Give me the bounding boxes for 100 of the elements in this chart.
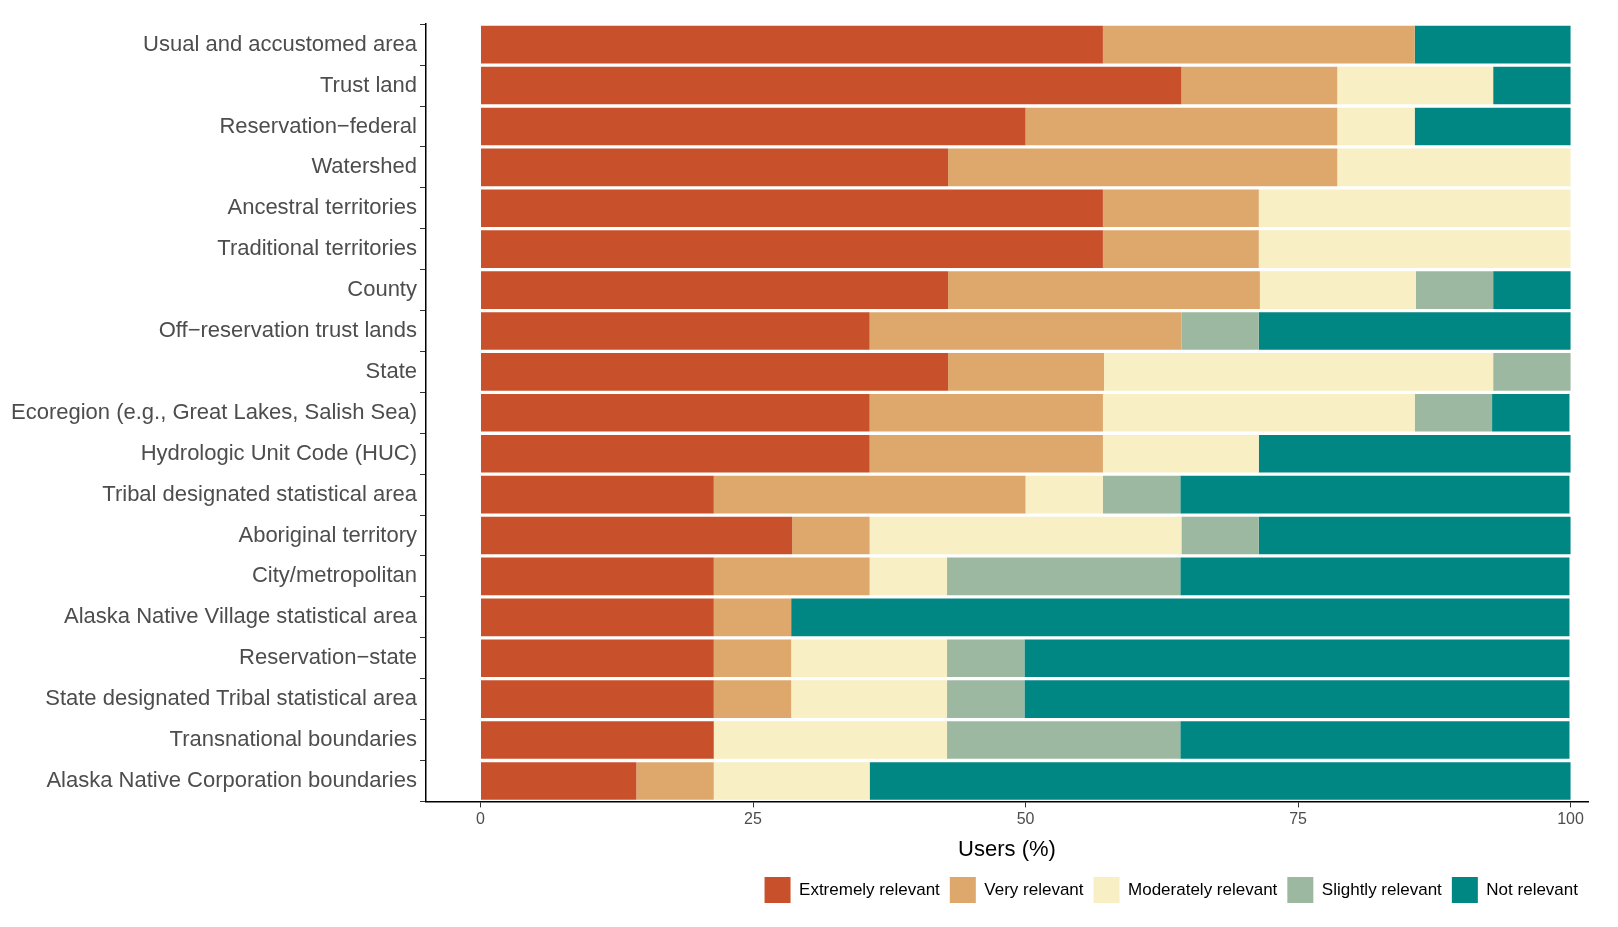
bar bbox=[713, 721, 948, 759]
bar bbox=[480, 680, 714, 718]
bar bbox=[947, 680, 1025, 718]
bar bbox=[1025, 475, 1103, 514]
bar bbox=[480, 271, 949, 309]
x-tick-label: 75 bbox=[1289, 810, 1308, 828]
y-tick-label: State designated Tribal statistical area bbox=[45, 685, 418, 711]
bar bbox=[1102, 230, 1259, 268]
y-tick-label: State bbox=[365, 357, 417, 383]
bar bbox=[1337, 66, 1494, 105]
bar bbox=[1493, 271, 1571, 309]
y-tick-label: Transnational boundaries bbox=[169, 726, 417, 752]
bar bbox=[1024, 680, 1570, 718]
y-tick-label: Watershed bbox=[311, 153, 417, 179]
bar bbox=[1258, 189, 1571, 228]
bar bbox=[869, 393, 1103, 432]
y-tick-label: Aboriginal territory bbox=[238, 521, 417, 547]
bar bbox=[947, 639, 1025, 678]
bar bbox=[948, 353, 1105, 391]
bar bbox=[947, 721, 1181, 759]
y-tick-label: County bbox=[347, 276, 417, 302]
bar bbox=[1258, 230, 1571, 268]
bar bbox=[713, 475, 1026, 514]
bar bbox=[480, 557, 714, 596]
bar bbox=[713, 557, 870, 596]
bar bbox=[947, 557, 1181, 596]
bar bbox=[948, 148, 1338, 187]
y-tick-label: Ancestral territories bbox=[227, 194, 417, 220]
bar bbox=[1102, 393, 1415, 432]
y-tick-label: Reservation−federal bbox=[219, 112, 417, 138]
bar bbox=[791, 598, 1570, 637]
bar bbox=[1493, 66, 1571, 105]
bar bbox=[1492, 393, 1570, 432]
bar bbox=[480, 107, 1026, 146]
y-tick-label: City/metropolitan bbox=[251, 562, 417, 588]
bar bbox=[1024, 639, 1570, 678]
y-tick-label: Traditional territories bbox=[217, 235, 417, 261]
y-tick-label: Usual and accustomed area bbox=[143, 30, 418, 56]
bar bbox=[480, 598, 714, 637]
x-tick-label: 25 bbox=[744, 810, 763, 828]
bar bbox=[1414, 107, 1571, 146]
bar bbox=[791, 639, 948, 678]
y-tick-label: Alaska Native Corporation boundaries bbox=[46, 767, 417, 793]
bar bbox=[1102, 189, 1259, 228]
bar bbox=[1493, 353, 1571, 391]
bar bbox=[1180, 557, 1570, 596]
bar bbox=[869, 434, 1103, 473]
bar bbox=[636, 762, 714, 800]
bar bbox=[791, 680, 948, 718]
bar bbox=[480, 189, 1103, 228]
bar bbox=[713, 680, 792, 718]
legend-label: Moderately relevant bbox=[1128, 879, 1278, 899]
bar bbox=[1258, 312, 1571, 350]
bar bbox=[1259, 271, 1416, 309]
bar bbox=[1104, 353, 1494, 391]
bar bbox=[480, 25, 1103, 64]
bar bbox=[480, 721, 714, 759]
y-tick-label: Trust land bbox=[319, 71, 417, 97]
bar bbox=[869, 557, 948, 596]
bar bbox=[480, 66, 1182, 105]
bar bbox=[480, 475, 714, 514]
bar bbox=[480, 230, 1103, 268]
x-tick-label: 0 bbox=[476, 810, 486, 828]
y-tick-label: Tribal designated statistical area bbox=[102, 480, 418, 506]
bar bbox=[480, 434, 870, 473]
bar bbox=[1337, 148, 1571, 187]
bar bbox=[1414, 25, 1571, 64]
bar bbox=[713, 639, 792, 678]
bar bbox=[1180, 475, 1570, 514]
bar bbox=[1102, 475, 1181, 514]
bar bbox=[480, 639, 714, 678]
bar bbox=[480, 516, 793, 555]
y-tick-label: Ecoregion (e.g., Great Lakes, Salish Sea) bbox=[10, 398, 417, 424]
bar bbox=[869, 762, 1571, 800]
bar bbox=[480, 148, 949, 187]
legend-label: Very relevant bbox=[984, 879, 1084, 899]
y-tick-label: Alaska Native Village statistical area bbox=[63, 603, 418, 629]
bar bbox=[1181, 66, 1338, 105]
bar bbox=[480, 393, 870, 432]
legend-label: Slightly relevant bbox=[1321, 879, 1443, 899]
y-tick-label: Off−reservation trust lands bbox=[158, 317, 417, 343]
bar bbox=[948, 271, 1260, 309]
bar bbox=[869, 312, 1182, 350]
x-tick-label: 50 bbox=[1016, 810, 1035, 828]
bar bbox=[792, 516, 870, 555]
bar bbox=[1415, 271, 1494, 309]
legend-label: Extremely relevant bbox=[799, 879, 941, 899]
legend-label: Not relevant bbox=[1486, 879, 1579, 899]
bar bbox=[480, 762, 637, 800]
bar bbox=[869, 516, 1182, 555]
bar bbox=[1181, 516, 1259, 555]
bar bbox=[713, 598, 792, 637]
bar bbox=[1181, 312, 1259, 350]
bar bbox=[1180, 721, 1570, 759]
bar bbox=[1025, 107, 1338, 146]
y-tick-label: Hydrologic Unit Code (HUC) bbox=[140, 439, 417, 465]
x-tick-label: 100 bbox=[1557, 810, 1584, 828]
bar bbox=[480, 312, 870, 350]
bar bbox=[1102, 434, 1259, 473]
bar bbox=[1258, 434, 1571, 473]
